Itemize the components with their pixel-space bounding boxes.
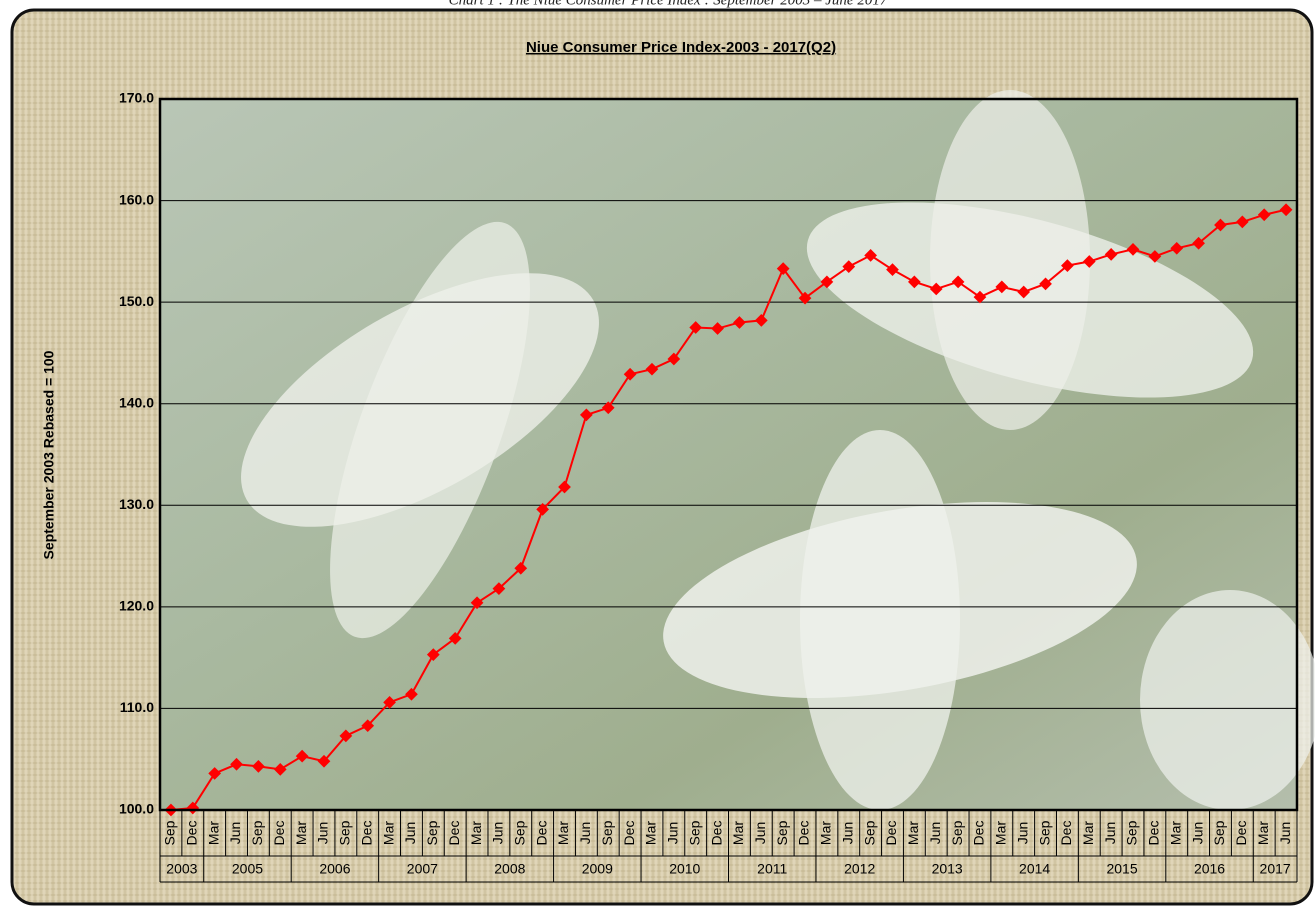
x-tick-label: Mar <box>205 821 221 845</box>
data-line <box>170 208 1287 811</box>
x-tick-label: Dec <box>184 821 200 846</box>
x-group-label: 2003 <box>166 861 197 877</box>
y-tick-label: 110.0 <box>120 699 154 715</box>
x-tick-label: Sep <box>1036 820 1052 845</box>
x-tick-label: Dec <box>271 821 287 846</box>
x-tick-label: Dec <box>358 821 374 846</box>
x-tick-label: Jun <box>1189 822 1205 845</box>
y-tick-label: 150.0 <box>119 293 154 309</box>
x-tick-label: Jun <box>1014 822 1030 845</box>
x-tick-label: Jun <box>927 822 943 845</box>
y-tick-label: 140.0 <box>119 394 154 410</box>
x-group-label: 2017 <box>1260 861 1291 877</box>
x-group-label: 2012 <box>844 861 875 877</box>
x-tick-label: Dec <box>533 821 549 846</box>
x-tick-label: Mar <box>1080 821 1096 845</box>
chart-title: Niue Consumer Price Index-2003 - 2017(Q2… <box>526 39 836 56</box>
x-tick-label: Sep <box>949 820 965 845</box>
x-tick-label: Jun <box>315 822 331 845</box>
x-tick-label: Dec <box>708 821 724 846</box>
x-tick-label: Jun <box>1277 822 1293 845</box>
x-tick-label: Sep <box>424 820 440 845</box>
x-tick-label: Dec <box>1146 821 1162 846</box>
x-group-label: 2016 <box>1194 861 1225 877</box>
x-tick-label: Sep <box>599 820 615 845</box>
x-group-label: 2009 <box>582 861 613 877</box>
x-tick-label: Mar <box>380 821 396 845</box>
y-axis-label: September 2003 Rebased = 100 <box>41 350 57 559</box>
x-tick-label: Mar <box>293 821 309 845</box>
x-tick-label: Sep <box>774 820 790 845</box>
x-tick-label: Mar <box>730 821 746 845</box>
x-group-label: 2006 <box>319 861 350 877</box>
x-tick-label: Jun <box>665 822 681 845</box>
x-tick-label: Dec <box>621 821 637 846</box>
x-tick-label: Dec <box>971 821 987 846</box>
y-tick-label: 120.0 <box>119 598 154 614</box>
x-tick-label: Jun <box>752 822 768 845</box>
x-group-label: 2013 <box>932 861 963 877</box>
x-group-label: 2015 <box>1106 861 1137 877</box>
y-tick-label: 170.0 <box>119 90 154 106</box>
x-tick-label: Sep <box>1211 820 1227 845</box>
x-tick-label: Sep <box>249 820 265 845</box>
x-tick-label: Mar <box>905 821 921 845</box>
x-tick-label: Sep <box>162 820 178 845</box>
x-tick-label: Sep <box>686 820 702 845</box>
x-tick-label: Dec <box>1058 821 1074 846</box>
x-tick-label: Dec <box>1233 821 1249 846</box>
x-tick-label: Dec <box>446 821 462 846</box>
x-tick-label: Mar <box>1255 821 1271 845</box>
x-tick-label: Sep <box>1124 820 1140 845</box>
x-tick-label: Mar <box>468 821 484 845</box>
x-tick-label: Mar <box>818 821 834 845</box>
y-tick-label: 130.0 <box>119 496 154 512</box>
x-group-label: 2007 <box>407 861 438 877</box>
x-group-label: 2005 <box>232 861 263 877</box>
x-tick-label: Jun <box>839 822 855 845</box>
x-tick-label: Mar <box>993 821 1009 845</box>
plot-border <box>158 97 1299 812</box>
x-tick-label: Mar <box>1167 821 1183 845</box>
y-tick-label: 100.0 <box>119 801 154 817</box>
x-group-label: 2011 <box>757 861 787 877</box>
x-tick-label: Sep <box>511 820 527 845</box>
x-tick-label: Jun <box>577 822 593 845</box>
x-tick-label: Dec <box>796 821 812 846</box>
x-tick-label: Jun <box>402 822 418 845</box>
x-group-label: 2014 <box>1019 861 1050 877</box>
x-tick-label: Mar <box>555 821 571 845</box>
x-tick-label: Dec <box>883 821 899 846</box>
x-tick-label: Jun <box>1102 822 1118 845</box>
x-group-label: 2010 <box>669 861 700 877</box>
x-tick-label: Jun <box>490 822 506 845</box>
y-tick-label: 160.0 <box>119 191 154 207</box>
x-tick-label: Sep <box>861 820 877 845</box>
caption: Chart 1 : The Niue Consumer Price Index … <box>449 0 889 8</box>
plot-background <box>160 90 1315 810</box>
x-tick-label: Sep <box>337 820 353 845</box>
x-group-label: 2008 <box>494 861 525 877</box>
x-tick-label: Mar <box>643 821 659 845</box>
x-tick-label: Jun <box>227 822 243 845</box>
